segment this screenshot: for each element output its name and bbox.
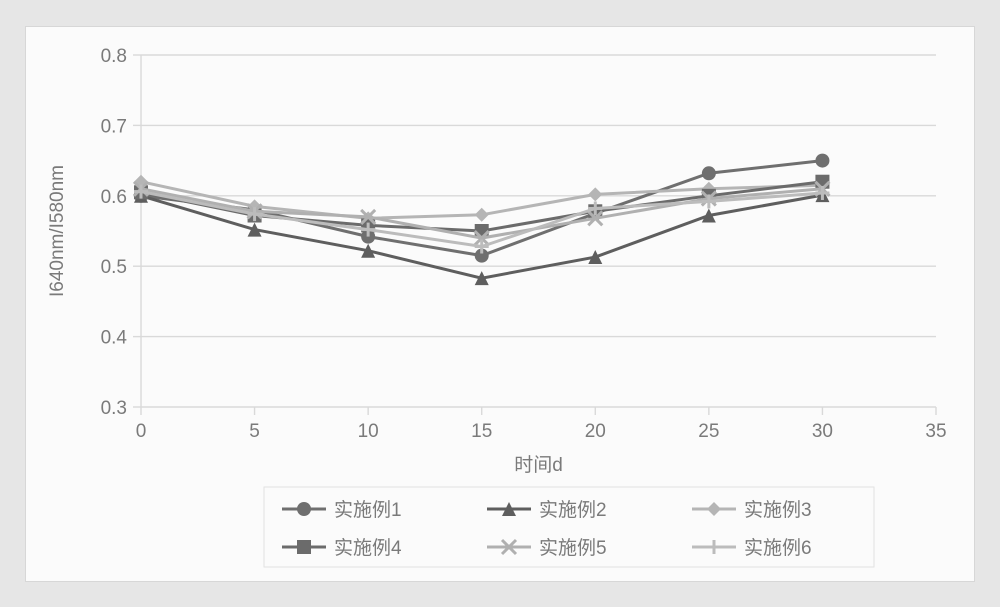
marker [588, 187, 602, 201]
y-tick-label: 0.7 [101, 116, 127, 137]
x-tick-label: 20 [585, 421, 606, 442]
x-tick-label: 10 [358, 421, 379, 442]
legend-label: 实施例4 [334, 537, 402, 559]
y-axis-title: I640nm/I580nm [47, 164, 68, 296]
legend-label: 实施例6 [744, 537, 812, 559]
line-chart: 0.3 0.4 0.5 0.6 0.7 0.8 0 5 10 15 20 25 30 35 时间d I640n… [26, 27, 974, 581]
marker [297, 502, 311, 516]
marker [475, 207, 489, 221]
y-tick-label: 0.3 [101, 398, 127, 419]
y-tick-label: 0.8 [101, 46, 127, 67]
x-axis-title: 时间d [514, 454, 563, 476]
x-tick-label: 35 [925, 421, 946, 442]
x-tick-label: 15 [471, 421, 492, 442]
legend-label: 实施例3 [744, 499, 812, 521]
marker [707, 540, 721, 554]
marker [815, 153, 829, 167]
legend-label: 实施例1 [334, 499, 402, 521]
x-tick-label: 0 [136, 421, 147, 442]
marker [702, 166, 716, 180]
x-tick-label: 30 [812, 421, 833, 442]
legend-label: 实施例2 [539, 499, 607, 521]
x-tick-label: 5 [249, 421, 260, 442]
chart-card: 0.3 0.4 0.5 0.6 0.7 0.8 0 5 10 15 20 25 30 35 时间d I640n… [25, 26, 975, 582]
marker [297, 540, 311, 554]
marker [707, 502, 721, 516]
legend-label: 实施例5 [539, 537, 607, 559]
y-tick-label: 0.4 [101, 327, 128, 348]
y-tick-label: 0.6 [101, 186, 127, 207]
y-tick-label: 0.5 [101, 257, 127, 278]
x-tick-label: 25 [698, 421, 719, 442]
